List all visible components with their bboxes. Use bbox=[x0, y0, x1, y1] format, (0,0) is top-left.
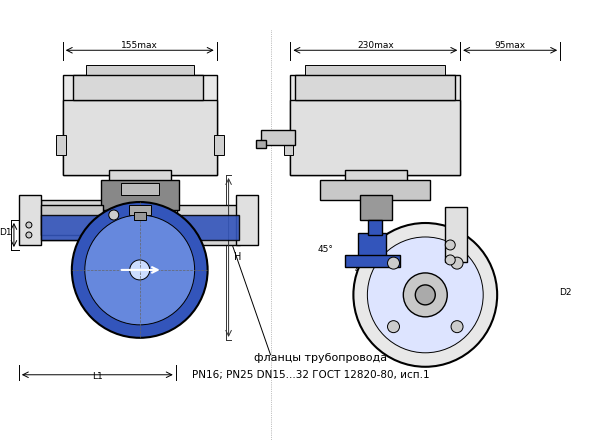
Circle shape bbox=[367, 237, 483, 353]
Bar bbox=[235, 195, 258, 245]
Bar bbox=[63, 100, 216, 175]
Text: D1: D1 bbox=[0, 229, 12, 238]
Circle shape bbox=[72, 202, 207, 338]
Circle shape bbox=[85, 215, 195, 325]
Circle shape bbox=[403, 273, 447, 317]
Text: 155max: 155max bbox=[121, 41, 158, 50]
Text: H: H bbox=[234, 252, 241, 262]
Circle shape bbox=[445, 255, 455, 265]
Bar bbox=[73, 75, 202, 100]
Text: D2: D2 bbox=[559, 289, 572, 297]
Circle shape bbox=[445, 240, 455, 250]
Bar bbox=[121, 183, 159, 195]
Text: L1: L1 bbox=[92, 372, 103, 381]
Bar bbox=[101, 180, 179, 210]
Bar bbox=[63, 75, 216, 175]
Bar bbox=[445, 207, 467, 262]
Circle shape bbox=[387, 321, 399, 333]
Circle shape bbox=[353, 223, 497, 367]
Bar bbox=[345, 255, 400, 267]
Circle shape bbox=[26, 222, 32, 228]
Bar bbox=[345, 170, 407, 185]
Bar bbox=[361, 195, 392, 220]
Bar bbox=[213, 135, 224, 155]
Text: 45°: 45° bbox=[317, 246, 333, 254]
Circle shape bbox=[415, 285, 435, 305]
Bar bbox=[177, 205, 240, 245]
Bar bbox=[291, 100, 460, 175]
Circle shape bbox=[26, 232, 32, 238]
Bar bbox=[291, 75, 460, 175]
Text: PN16; PN25 DN15...32 ГОСТ 12820-80, исп.1: PN16; PN25 DN15...32 ГОСТ 12820-80, исп.… bbox=[192, 370, 429, 380]
Text: фланцы трубопровода: фланцы трубопровода bbox=[254, 353, 387, 363]
Bar bbox=[41, 200, 103, 240]
Circle shape bbox=[451, 257, 463, 269]
Bar bbox=[305, 65, 445, 80]
Bar bbox=[261, 130, 295, 145]
Bar bbox=[134, 212, 146, 220]
Bar bbox=[320, 180, 430, 200]
Circle shape bbox=[387, 257, 399, 269]
Polygon shape bbox=[179, 215, 238, 240]
Text: DN: DN bbox=[413, 330, 427, 339]
Bar bbox=[295, 75, 455, 100]
Bar bbox=[86, 65, 193, 80]
Bar bbox=[358, 233, 386, 258]
Bar bbox=[56, 135, 66, 155]
Bar bbox=[255, 140, 266, 148]
Bar bbox=[283, 135, 294, 155]
Bar bbox=[19, 195, 41, 245]
Text: 4отв. d: 4отв. d bbox=[355, 266, 386, 274]
Bar bbox=[129, 205, 151, 215]
Circle shape bbox=[451, 321, 463, 333]
Polygon shape bbox=[41, 215, 101, 240]
Bar bbox=[41, 205, 103, 235]
Bar bbox=[109, 170, 171, 185]
Circle shape bbox=[109, 210, 119, 220]
Text: 95max: 95max bbox=[494, 41, 526, 50]
Circle shape bbox=[130, 260, 150, 280]
Text: 230max: 230max bbox=[357, 41, 394, 50]
Polygon shape bbox=[368, 220, 382, 235]
